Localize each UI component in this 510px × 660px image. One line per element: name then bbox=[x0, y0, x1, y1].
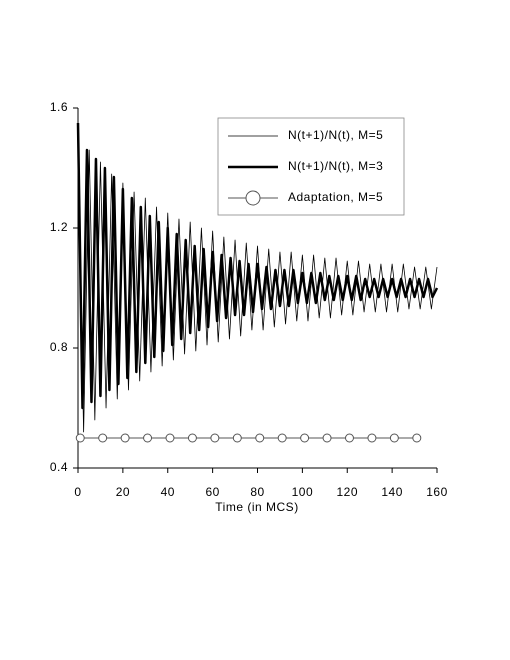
marker bbox=[232, 433, 242, 443]
legend-label: Adaptation, M=5 bbox=[288, 190, 383, 204]
x-tick-label: 80 bbox=[250, 485, 264, 499]
marker bbox=[187, 433, 197, 443]
y-tick-label: 0.4 bbox=[50, 460, 68, 474]
x-tick-label: 20 bbox=[116, 485, 130, 499]
x-tick-label: 100 bbox=[292, 485, 314, 499]
marker bbox=[300, 433, 310, 443]
x-tick-label: 160 bbox=[426, 485, 448, 499]
marker bbox=[322, 433, 332, 443]
marker bbox=[98, 433, 108, 443]
x-tick-label: 60 bbox=[205, 485, 219, 499]
marker bbox=[143, 433, 153, 443]
marker bbox=[210, 433, 220, 443]
marker bbox=[255, 433, 265, 443]
legend-label: N(t+1)/N(t), M=5 bbox=[288, 128, 383, 142]
x-tick-label: 0 bbox=[74, 485, 81, 499]
x-axis-label: Time (in MCS) bbox=[215, 500, 298, 514]
marker bbox=[165, 433, 175, 443]
legend-marker bbox=[245, 190, 261, 206]
x-tick-label: 120 bbox=[336, 485, 358, 499]
marker bbox=[389, 433, 399, 443]
x-tick-label: 40 bbox=[161, 485, 175, 499]
y-tick-label: 1.6 bbox=[50, 100, 68, 114]
marker bbox=[344, 433, 354, 443]
y-tick-label: 0.8 bbox=[50, 340, 68, 354]
marker bbox=[277, 433, 287, 443]
marker bbox=[367, 433, 377, 443]
marker bbox=[412, 433, 422, 443]
y-tick-label: 1.2 bbox=[50, 220, 68, 234]
legend-label: N(t+1)/N(t), M=3 bbox=[288, 159, 383, 173]
series-line bbox=[76, 122, 439, 410]
marker bbox=[120, 433, 130, 443]
x-tick-label: 140 bbox=[381, 485, 403, 499]
marker bbox=[75, 433, 85, 443]
